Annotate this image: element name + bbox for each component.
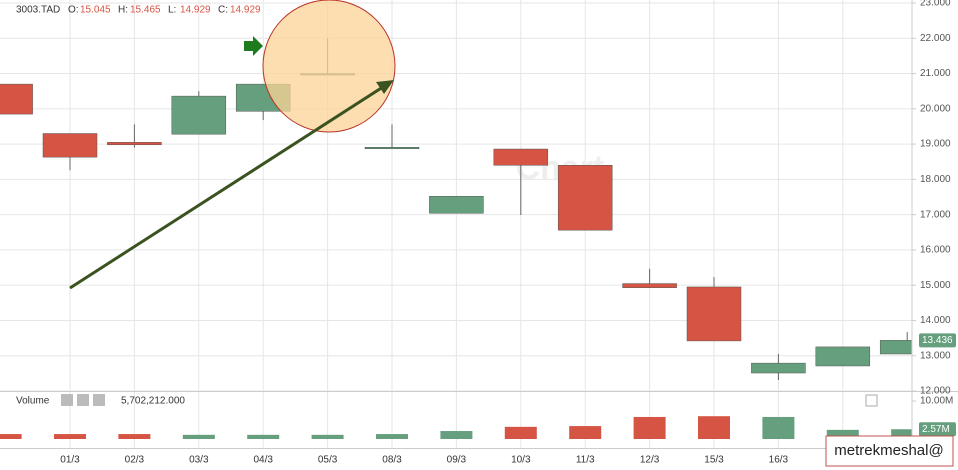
volume-bar <box>826 429 859 439</box>
volume-bars <box>0 416 912 439</box>
ohlc-value: 14.929 <box>230 5 261 16</box>
x-tick-label: 16/3 <box>769 455 789 466</box>
last-volume-label: 2.57M <box>922 424 950 435</box>
y-tick-label: 23.000 <box>920 0 951 9</box>
volume-bar <box>182 434 215 439</box>
x-tick-label: 08/3 <box>382 455 402 466</box>
y-tick-label: 21.000 <box>920 68 951 79</box>
x-tick-label: 15/3 <box>704 455 724 466</box>
signature: metrekmeshal@ <box>834 442 943 459</box>
volume-header: Volume 5,702,212.000 <box>16 394 878 407</box>
candles <box>0 38 912 381</box>
candle-body <box>879 340 912 355</box>
x-tick-label: 05/3 <box>318 455 338 466</box>
y-tick-label: 14.000 <box>920 315 951 326</box>
volume-bar <box>633 416 666 439</box>
y-tick-label: 22.000 <box>920 33 951 44</box>
ohlc-label: O: <box>68 5 79 16</box>
x-tick-label: 04/3 <box>253 455 273 466</box>
x-tick-label: 09/3 <box>447 455 467 466</box>
y-tick-label: 17.000 <box>920 209 951 220</box>
volume-bar <box>762 416 795 439</box>
volume-bar <box>698 416 730 439</box>
ohlc-value: 14.929 <box>180 5 211 16</box>
volume-bar <box>118 434 151 439</box>
last-volume-box <box>919 422 956 437</box>
y-tick-label: 16.000 <box>920 245 951 256</box>
candle-body <box>622 283 677 288</box>
ohlc-label: L: <box>168 5 176 16</box>
x-tick-label: 01/3 <box>60 455 80 466</box>
y-tick-label: 12.000 <box>920 386 951 397</box>
highlight-circle <box>262 0 396 133</box>
candle-body <box>107 142 162 146</box>
arrow-head <box>376 80 394 94</box>
y-tick-label: 15.000 <box>920 280 951 291</box>
x-tick-label: 02/3 <box>125 455 145 466</box>
volume-title: Volume <box>16 396 50 407</box>
icon[interactable] <box>865 394 878 407</box>
volume-bar <box>311 434 344 439</box>
candle-body <box>557 165 613 231</box>
x-tick-label: 11/3 <box>576 455 595 466</box>
icon[interactable] <box>77 394 89 406</box>
y-tick-label: 18.000 <box>920 174 951 185</box>
candle-body <box>686 286 742 342</box>
x-tick-label: 10/3 <box>511 455 531 466</box>
y-tick-label: 19.000 <box>920 139 951 150</box>
axis: 12.000 13.000 14.000 15.000 16.000 17.000 18.0… <box>60 0 956 466</box>
ohlc-label: C: <box>218 5 228 16</box>
x-tick-label: 12/3 <box>640 455 660 466</box>
volume-bar <box>376 434 408 439</box>
candle-body <box>429 196 484 214</box>
volume-bar <box>569 426 602 439</box>
candle-body <box>171 95 227 135</box>
last-price-label: 13.436 <box>922 335 953 346</box>
volume-bar <box>504 426 537 439</box>
candle-body <box>42 133 98 158</box>
volume-bar <box>54 434 86 439</box>
ohlc-label: H: <box>118 5 128 16</box>
last-price-box <box>919 333 956 348</box>
volume-tick-label: 10.00M <box>920 396 953 407</box>
candle-body <box>815 346 871 367</box>
candle-body <box>0 83 33 115</box>
volume-bar <box>891 429 912 439</box>
candle-body <box>493 148 549 166</box>
icon[interactable] <box>93 394 105 406</box>
symbol: 3003.TAD <box>16 5 60 16</box>
y-tick-label: 20.000 <box>920 103 951 114</box>
candle-body <box>751 362 806 374</box>
candle-body <box>364 147 420 150</box>
x-tick-label: 03/3 <box>189 455 209 466</box>
pointer-arrow <box>244 36 263 56</box>
icon[interactable] <box>61 394 73 406</box>
trend-arrow <box>69 83 387 290</box>
signature-box: metrekmeshal@ <box>825 435 954 467</box>
volume-total: 5,702,212.000 <box>121 396 185 407</box>
volume-bar <box>0 434 22 439</box>
ohlc-header: 3003.TAD O: 15.045 H: 15.465 L: 14.929 C: 14.92… <box>16 5 261 16</box>
volume-bar <box>440 431 473 439</box>
ohlc-value: 15.045 <box>80 5 111 16</box>
ohlc-value: 15.465 <box>130 5 161 16</box>
annotations <box>69 0 396 290</box>
volume-bar <box>247 434 280 439</box>
signature-frame <box>825 435 954 467</box>
y-tick-label: 13.000 <box>920 350 951 361</box>
